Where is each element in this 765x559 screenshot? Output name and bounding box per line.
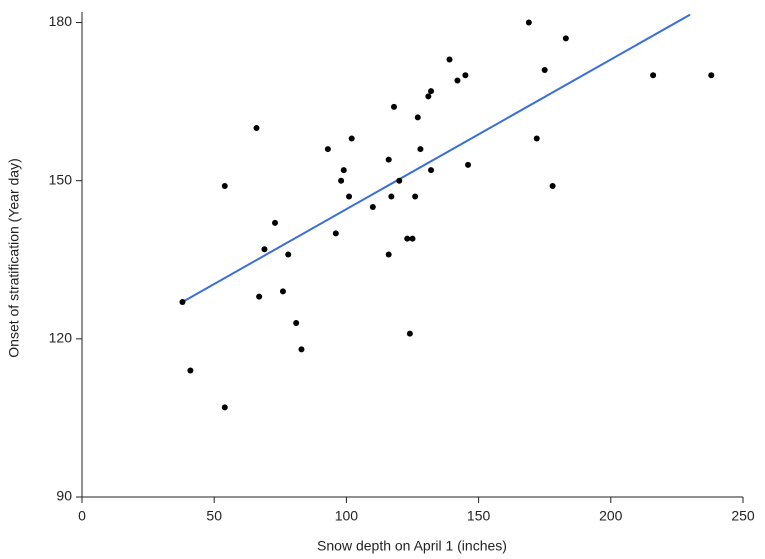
point [272, 219, 279, 226]
point [406, 330, 413, 337]
point [369, 204, 376, 211]
point [340, 167, 347, 174]
point [428, 88, 435, 95]
point [221, 182, 228, 189]
x-tick-label: 100 [335, 508, 359, 524]
point [650, 72, 657, 79]
point [428, 167, 435, 174]
x-tick-label: 200 [599, 508, 623, 524]
point [533, 135, 540, 142]
point [525, 19, 532, 26]
x-tick-label: 150 [467, 508, 491, 524]
y-tick-label: 150 [49, 171, 73, 187]
point [412, 193, 419, 200]
point [285, 251, 292, 258]
point [390, 103, 397, 110]
point [414, 114, 421, 121]
y-tick-label: 120 [49, 330, 73, 346]
point [261, 246, 268, 253]
point [348, 135, 355, 142]
x-tick-label: 50 [206, 508, 222, 524]
point [298, 346, 305, 353]
point [385, 251, 392, 258]
point [549, 182, 556, 189]
point [346, 193, 353, 200]
point [293, 320, 300, 327]
point [332, 230, 339, 237]
point [396, 177, 403, 184]
point [446, 56, 453, 63]
x-axis-label: Snow depth on April 1 (inches) [317, 538, 507, 554]
point [541, 66, 548, 73]
point [708, 72, 715, 79]
point [253, 124, 260, 131]
point [385, 156, 392, 163]
y-tick-label: 90 [56, 488, 72, 504]
point [465, 161, 472, 168]
point [388, 193, 395, 200]
point [338, 177, 345, 184]
trend-line [181, 13, 691, 303]
point [279, 288, 286, 295]
x-tick-label: 250 [731, 508, 755, 524]
y-axis-label: Onset of stratification (Year day) [6, 158, 22, 357]
y-tick-label: 180 [49, 13, 73, 29]
point [409, 235, 416, 242]
x-tick-label: 0 [78, 508, 86, 524]
point [179, 298, 186, 305]
point [454, 77, 461, 84]
point [404, 235, 411, 242]
point [462, 72, 469, 79]
point [562, 35, 569, 42]
point [324, 146, 331, 153]
point [187, 367, 194, 374]
point [221, 404, 228, 411]
point [425, 93, 432, 100]
point [417, 146, 424, 153]
point [256, 293, 263, 300]
